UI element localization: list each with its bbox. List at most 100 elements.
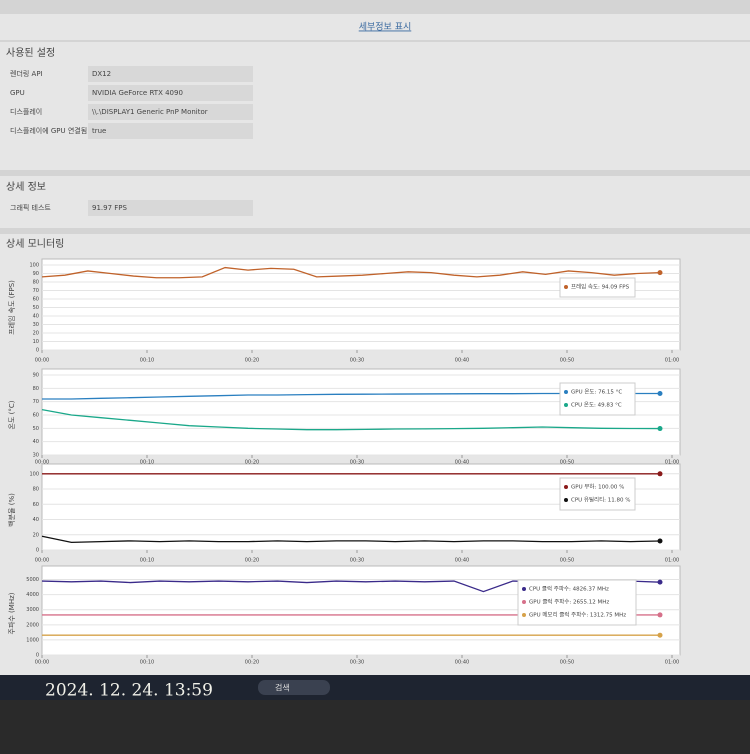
series-end-dot (658, 612, 663, 617)
tooltip-label: CPU 유틸리티: 11.80 % (571, 496, 631, 504)
y-tick-label: 30 (33, 322, 39, 328)
y-tick-label: 40 (33, 439, 39, 445)
value-cell (88, 123, 253, 139)
x-tick-label: 01:00 (665, 660, 679, 666)
setting-value: 91.97 FPS (92, 204, 128, 212)
tooltip-swatch (522, 600, 526, 604)
y-tick-label: 90 (33, 271, 39, 277)
tooltip-label: CPU 클럭 주파수: 4826.37 MHz (529, 585, 609, 593)
setting-value: true (92, 127, 106, 135)
y-tick-label: 50 (33, 426, 39, 432)
x-tick-label: 01:00 (665, 358, 679, 364)
y-tick-label: 40 (33, 314, 39, 320)
setting-label: 그래픽 테스트 (10, 203, 51, 212)
y-tick-label: 80 (33, 487, 39, 493)
series-end-dot (658, 391, 663, 396)
y-tick-label: 1000 (26, 637, 39, 643)
x-tick-label: 00:30 (350, 660, 364, 666)
y-tick-label: 3000 (26, 607, 39, 613)
tooltip (560, 383, 635, 415)
y-tick-label: 2000 (26, 622, 39, 628)
y-tick-label: 100 (29, 263, 39, 269)
tooltip-swatch (564, 485, 568, 489)
setting-label: GPU (10, 89, 25, 97)
series-end-dot (658, 633, 663, 638)
y-tick-label: 0 (36, 548, 39, 554)
series-end-dot (658, 426, 663, 431)
y-tick-label: 50 (33, 305, 39, 311)
tooltip-label: GPU 부하: 100.00 % (571, 483, 624, 491)
y-tick-label: 30 (33, 453, 39, 459)
x-tick-label: 00:50 (560, 660, 574, 666)
y-tick-label: 4000 (26, 592, 39, 598)
x-tick-label: 00:10 (140, 558, 154, 564)
tooltip-swatch (564, 390, 568, 394)
setting-label: 디스플레이 (10, 107, 42, 116)
tooltip-label: GPU 메모리 클럭 주파수: 1312.75 MHz (529, 611, 626, 619)
x-tick-label: 00:10 (140, 660, 154, 666)
tooltip (560, 478, 635, 510)
y-tick-label: 20 (33, 331, 39, 337)
x-tick-label: 00:50 (560, 558, 574, 564)
tooltip-swatch (564, 498, 568, 502)
x-tick-label: 01:00 (665, 558, 679, 564)
tooltip-swatch (564, 285, 568, 289)
x-tick-label: 00:30 (350, 358, 364, 364)
x-tick-label: 00:20 (245, 558, 259, 564)
y-tick-label: 100 (29, 471, 39, 477)
tooltip-swatch (564, 403, 568, 407)
y-axis-label: 주파수 (MHz) (7, 592, 16, 634)
x-tick-label: 00:30 (350, 558, 364, 564)
y-tick-label: 60 (33, 502, 39, 508)
search-label[interactable]: 검색 (275, 683, 290, 693)
y-tick-label: 70 (33, 399, 39, 405)
details-link[interactable]: 세부정보 표시 (359, 22, 412, 33)
tooltip-label: GPU 클럭 주파수: 2655.12 MHz (529, 598, 609, 606)
x-tick-label: 00:20 (245, 358, 259, 364)
tooltip-swatch (522, 587, 526, 591)
y-tick-label: 20 (33, 532, 39, 538)
y-axis-label: 프레임 속도 (FPS) (7, 280, 16, 335)
y-tick-label: 60 (33, 413, 39, 419)
y-axis-label: 온도 (°C) (8, 400, 16, 429)
y-tick-label: 80 (33, 280, 39, 286)
series-end-dot (658, 270, 663, 275)
y-tick-label: 10 (33, 339, 39, 345)
x-tick-label: 00:00 (35, 660, 49, 666)
setting-label: 디스플레이에 GPU 연결됨 (10, 126, 87, 135)
x-tick-label: 00:40 (455, 558, 469, 564)
series-end-dot (658, 580, 663, 585)
x-tick-label: 00:00 (35, 358, 49, 364)
setting-value: NVIDIA GeForce RTX 4090 (92, 89, 183, 97)
x-tick-label: 00:50 (560, 358, 574, 364)
setting-label: 렌더링 API (10, 69, 43, 78)
search-box[interactable] (258, 680, 330, 695)
tooltip-label: 프레임 속도: 94.09 FPS (571, 283, 630, 291)
timestamp: 2024. 12. 24. 13:59 (45, 681, 213, 701)
series-end-dot (658, 539, 663, 544)
tooltip-label: CPU 온도: 49.83 °C (571, 402, 622, 409)
tooltip-label: GPU 온도: 76.15 °C (571, 389, 622, 396)
value-cell (88, 66, 253, 82)
x-tick-label: 00:40 (455, 660, 469, 666)
setting-value: \\.\DISPLAY1 Generic PnP Monitor (92, 108, 208, 116)
section-title: 상세 정보 (6, 181, 46, 193)
y-tick-label: 40 (33, 517, 39, 523)
tooltip-swatch (522, 613, 526, 617)
y-tick-label: 90 (33, 373, 39, 379)
y-tick-label: 80 (33, 386, 39, 392)
series-end-dot (658, 471, 663, 476)
y-tick-label: 60 (33, 297, 39, 303)
y-tick-label: 0 (36, 348, 39, 354)
y-tick-label: 5000 (26, 577, 39, 583)
section-title: 사용된 설정 (6, 47, 55, 59)
y-tick-label: 70 (33, 288, 39, 294)
y-axis-label: 백분율 (%) (7, 493, 16, 527)
y-tick-label: 0 (36, 653, 39, 659)
x-tick-label: 00:40 (455, 358, 469, 364)
setting-value: DX12 (92, 70, 111, 78)
x-tick-label: 00:00 (35, 558, 49, 564)
x-tick-label: 00:10 (140, 358, 154, 364)
x-tick-label: 00:20 (245, 660, 259, 666)
